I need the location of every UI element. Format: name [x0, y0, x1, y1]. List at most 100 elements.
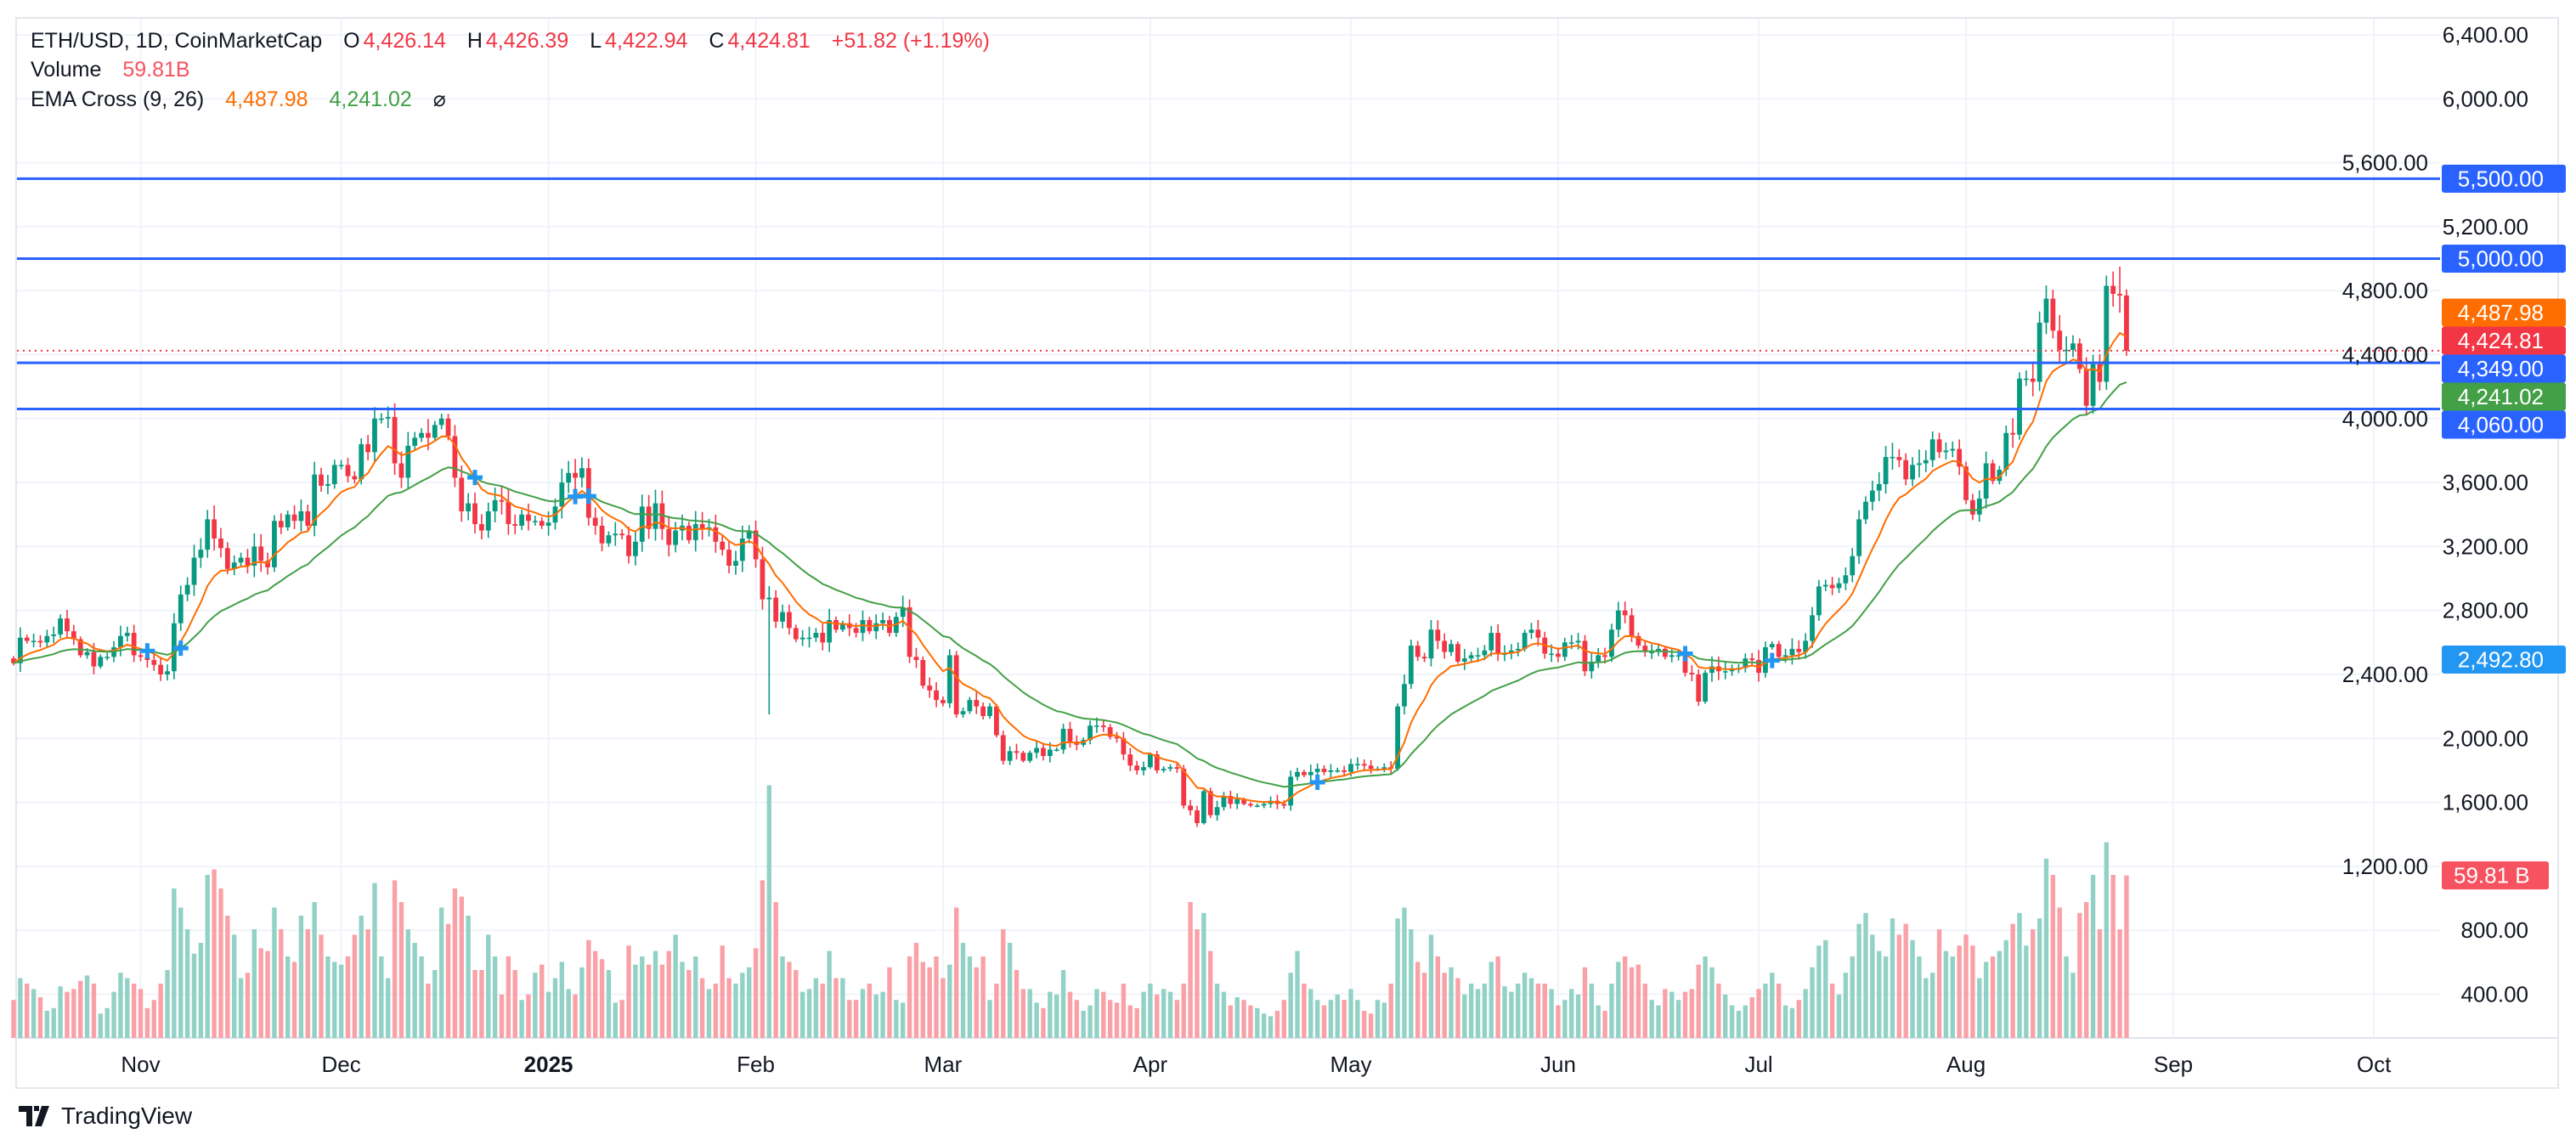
candle-body[interactable]: [1461, 658, 1467, 662]
candle-body[interactable]: [1442, 640, 1448, 652]
candle-body[interactable]: [566, 472, 572, 483]
candle-body[interactable]: [1435, 629, 1441, 641]
candle-body[interactable]: [205, 519, 211, 550]
candle-body[interactable]: [1950, 448, 1956, 451]
candle-body[interactable]: [1816, 586, 1822, 616]
candle-body[interactable]: [1642, 646, 1648, 652]
candle-body[interactable]: [1188, 805, 1194, 811]
candle-body[interactable]: [613, 533, 619, 536]
candle-body[interactable]: [1221, 796, 1227, 808]
candle-body[interactable]: [1796, 648, 1802, 652]
candle-body[interactable]: [1682, 655, 1688, 674]
candle-body[interactable]: [806, 637, 812, 640]
candle-body[interactable]: [1970, 499, 1975, 515]
candle-body[interactable]: [619, 533, 625, 536]
candle-body[interactable]: [2010, 432, 2016, 435]
candle-body[interactable]: [1354, 764, 1360, 765]
candle-body[interactable]: [1689, 673, 1695, 674]
candle-body[interactable]: [1428, 629, 1434, 659]
candle-body[interactable]: [1582, 640, 1588, 672]
candle-body[interactable]: [833, 619, 839, 630]
candle-body[interactable]: [1047, 749, 1053, 757]
candle-body[interactable]: [1495, 633, 1501, 654]
candle-body[interactable]: [312, 474, 318, 526]
candle-body[interactable]: [793, 628, 799, 640]
candle-body[interactable]: [1963, 466, 1969, 500]
candle-body[interactable]: [71, 631, 76, 640]
candle-body[interactable]: [1615, 610, 1621, 630]
candle-body[interactable]: [31, 640, 37, 642]
candle-body[interactable]: [1027, 753, 1033, 761]
candle-body[interactable]: [1468, 655, 1474, 659]
candle-body[interactable]: [1415, 646, 1421, 657]
candle-body[interactable]: [2030, 378, 2036, 382]
candle-body[interactable]: [512, 524, 518, 526]
candle-body[interactable]: [1475, 655, 1481, 657]
candle-body[interactable]: [2070, 343, 2076, 350]
candle-body[interactable]: [1167, 767, 1173, 770]
candle-body[interactable]: [920, 660, 926, 686]
candle-body[interactable]: [733, 561, 738, 566]
candle-body[interactable]: [426, 432, 431, 438]
candle-body[interactable]: [1181, 769, 1187, 806]
candle-body[interactable]: [1288, 776, 1294, 806]
candle-body[interactable]: [2104, 285, 2110, 382]
candle-body[interactable]: [2076, 343, 2082, 369]
candle-body[interactable]: [1803, 640, 1809, 652]
candle-body[interactable]: [1589, 661, 1595, 672]
candle-body[interactable]: [1107, 727, 1113, 737]
candle-body[interactable]: [639, 506, 645, 542]
candle-body[interactable]: [365, 443, 371, 453]
candle-body[interactable]: [1127, 754, 1133, 766]
candle-body[interactable]: [2057, 330, 2063, 350]
candle-body[interactable]: [325, 483, 330, 486]
candle-body[interactable]: [827, 619, 833, 643]
candle-body[interactable]: [1361, 764, 1367, 766]
candle-body[interactable]: [432, 425, 438, 438]
candle-body[interactable]: [1141, 767, 1146, 770]
candle-body[interactable]: [105, 657, 110, 658]
candle-body[interactable]: [2124, 295, 2129, 351]
candle-body[interactable]: [860, 619, 866, 634]
candle-body[interactable]: [1100, 725, 1106, 728]
candle-body[interactable]: [1629, 615, 1635, 636]
candle-body[interactable]: [573, 472, 578, 478]
candle-body[interactable]: [37, 640, 43, 643]
candle-body[interactable]: [673, 530, 679, 545]
candle-body[interactable]: [1261, 804, 1267, 806]
candle-body[interactable]: [58, 618, 63, 635]
candle-body[interactable]: [258, 546, 264, 561]
candle-body[interactable]: [1749, 658, 1755, 661]
candle-body[interactable]: [2017, 378, 2022, 435]
candle-body[interactable]: [780, 612, 785, 622]
candle-body[interactable]: [726, 550, 732, 566]
candle-body[interactable]: [1314, 769, 1320, 772]
candle-body[interactable]: [98, 657, 104, 667]
candle-body[interactable]: [545, 522, 551, 526]
candle-body[interactable]: [224, 548, 230, 569]
candle-body[interactable]: [853, 628, 859, 634]
candle-body[interactable]: [1321, 769, 1327, 772]
candle-body[interactable]: [2110, 285, 2116, 294]
candle-body[interactable]: [1421, 657, 1427, 659]
candle-body[interactable]: [1214, 807, 1220, 815]
candle-body[interactable]: [338, 465, 344, 466]
hidden-values-icon[interactable]: ⌀: [432, 87, 446, 111]
candle-body[interactable]: [1174, 767, 1180, 770]
candle-body[interactable]: [1368, 765, 1374, 770]
candle-body[interactable]: [438, 418, 444, 426]
legend-symbol[interactable]: ETH/USD, 1D, CoinMarketCap: [31, 29, 323, 53]
candle-body[interactable]: [212, 519, 217, 539]
candle-body[interactable]: [953, 655, 959, 715]
candle-body[interactable]: [1896, 456, 1902, 460]
candle-body[interactable]: [285, 514, 291, 527]
candle-body[interactable]: [466, 503, 472, 511]
candle-body[interactable]: [1596, 655, 1602, 662]
candle-body[interactable]: [352, 476, 358, 480]
candle-body[interactable]: [1228, 796, 1234, 804]
candle-body[interactable]: [1014, 751, 1020, 753]
candle-body[interactable]: [1121, 738, 1127, 755]
candle-body[interactable]: [2023, 378, 2029, 381]
candle-body[interactable]: [231, 562, 237, 569]
